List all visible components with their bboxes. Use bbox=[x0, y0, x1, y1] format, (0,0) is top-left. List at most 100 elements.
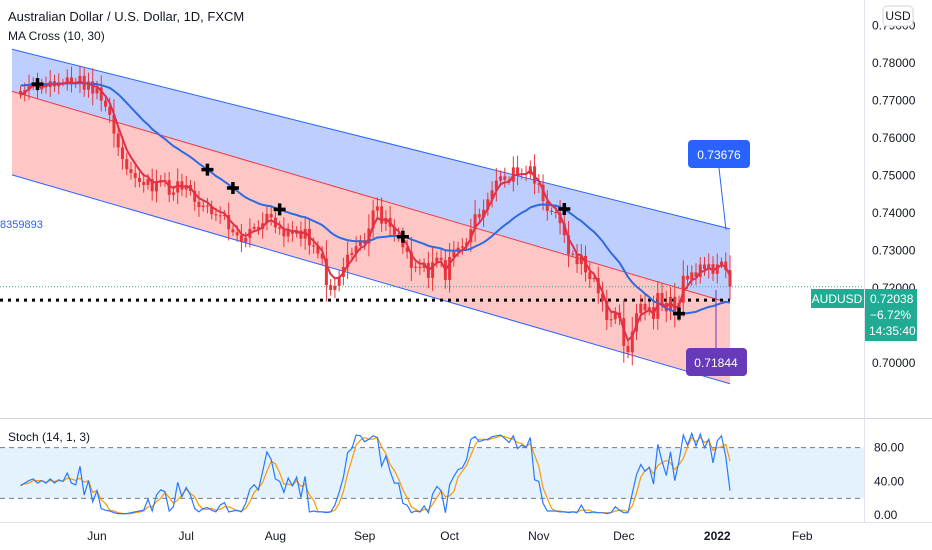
candle[interactable] bbox=[609, 311, 613, 327]
candle[interactable] bbox=[690, 265, 694, 286]
candle[interactable] bbox=[703, 256, 707, 276]
candle[interactable] bbox=[630, 316, 634, 366]
candle[interactable] bbox=[269, 205, 273, 226]
candle[interactable] bbox=[490, 181, 494, 208]
candle[interactable] bbox=[231, 225, 235, 236]
candle[interactable] bbox=[201, 200, 205, 212]
callout-upper[interactable]: 0.73676 bbox=[688, 140, 750, 168]
candle[interactable] bbox=[27, 74, 31, 100]
candle[interactable] bbox=[282, 217, 286, 247]
candle[interactable] bbox=[516, 155, 520, 186]
candle[interactable] bbox=[350, 247, 354, 260]
candle[interactable] bbox=[265, 206, 269, 231]
candle[interactable] bbox=[707, 253, 711, 279]
candle[interactable] bbox=[193, 181, 197, 211]
candle[interactable] bbox=[435, 251, 439, 268]
candle[interactable] bbox=[698, 257, 702, 284]
candle[interactable] bbox=[405, 239, 409, 259]
candle[interactable] bbox=[486, 192, 490, 216]
candle[interactable] bbox=[567, 221, 571, 268]
candle[interactable] bbox=[588, 262, 592, 289]
candle[interactable] bbox=[482, 199, 486, 227]
candle[interactable] bbox=[418, 258, 422, 275]
candle[interactable] bbox=[99, 75, 103, 112]
candle[interactable] bbox=[133, 162, 137, 188]
indicator-legend[interactable]: MA Cross (10, 30) bbox=[8, 29, 105, 43]
candle[interactable] bbox=[605, 289, 609, 331]
candle[interactable] bbox=[239, 223, 243, 253]
candle[interactable] bbox=[316, 241, 320, 259]
candle[interactable] bbox=[579, 243, 583, 275]
candle[interactable] bbox=[222, 210, 226, 221]
candle[interactable] bbox=[494, 168, 498, 202]
channel-lower-line[interactable] bbox=[11, 174, 731, 385]
currency-button[interactable]: USD bbox=[882, 5, 914, 27]
candle[interactable] bbox=[324, 240, 328, 302]
candle[interactable] bbox=[626, 339, 630, 359]
candle[interactable] bbox=[19, 86, 22, 99]
candle[interactable] bbox=[244, 231, 248, 248]
channel-upper-line[interactable] bbox=[11, 48, 731, 230]
candle[interactable] bbox=[380, 197, 384, 232]
candle[interactable] bbox=[371, 199, 375, 239]
candle[interactable] bbox=[409, 237, 413, 282]
stochastic-pane[interactable] bbox=[0, 431, 864, 515]
candle[interactable] bbox=[137, 171, 141, 188]
candle[interactable] bbox=[256, 220, 260, 235]
candle[interactable] bbox=[537, 174, 541, 194]
candle[interactable] bbox=[150, 168, 154, 201]
candle[interactable] bbox=[728, 255, 732, 300]
candle[interactable] bbox=[384, 210, 388, 231]
candle[interactable] bbox=[452, 240, 456, 267]
candle[interactable] bbox=[503, 167, 507, 188]
candle[interactable] bbox=[197, 191, 201, 217]
candle[interactable] bbox=[465, 238, 469, 251]
candle[interactable] bbox=[575, 243, 579, 273]
stoch-k-line[interactable] bbox=[20, 431, 731, 515]
candle[interactable] bbox=[613, 307, 617, 325]
candle[interactable] bbox=[477, 208, 481, 223]
candle[interactable] bbox=[210, 200, 214, 220]
candle[interactable] bbox=[65, 69, 69, 91]
candle[interactable] bbox=[601, 281, 605, 312]
candle[interactable] bbox=[154, 169, 158, 203]
candle[interactable] bbox=[120, 135, 124, 170]
candle[interactable] bbox=[286, 223, 290, 243]
candle[interactable] bbox=[227, 202, 231, 241]
candle[interactable] bbox=[431, 247, 435, 292]
candle[interactable] bbox=[86, 72, 90, 98]
candle[interactable] bbox=[673, 282, 677, 328]
ma-cross-marker[interactable] bbox=[31, 78, 44, 91]
candle[interactable] bbox=[218, 206, 222, 224]
stoch-legend[interactable]: Stoch (14, 1, 3) bbox=[8, 430, 90, 444]
candle[interactable] bbox=[550, 207, 554, 216]
candle[interactable] bbox=[103, 95, 107, 112]
main-plot[interactable] bbox=[0, 48, 864, 385]
candle[interactable] bbox=[180, 173, 184, 197]
candle[interactable] bbox=[375, 197, 379, 219]
candle[interactable] bbox=[635, 303, 639, 341]
candle[interactable] bbox=[571, 250, 575, 258]
candle[interactable] bbox=[142, 173, 146, 193]
candle[interactable] bbox=[473, 200, 477, 243]
candle[interactable] bbox=[329, 278, 333, 296]
ma-slow-line[interactable] bbox=[20, 81, 731, 315]
candle[interactable] bbox=[439, 249, 443, 268]
candle[interactable] bbox=[125, 152, 129, 176]
candle[interactable] bbox=[724, 252, 728, 279]
ma-cross-marker[interactable] bbox=[273, 203, 286, 216]
candle[interactable] bbox=[562, 214, 566, 244]
candle[interactable] bbox=[414, 261, 418, 273]
candle[interactable] bbox=[392, 219, 396, 242]
candle[interactable] bbox=[333, 276, 337, 299]
candle[interactable] bbox=[711, 256, 715, 281]
candle[interactable] bbox=[278, 220, 282, 235]
ma-cross-marker[interactable] bbox=[558, 203, 571, 215]
candle[interactable] bbox=[643, 292, 647, 321]
callout-lower[interactable]: 0.71844 bbox=[686, 348, 747, 376]
ma-cross-marker[interactable] bbox=[201, 163, 214, 176]
ticker-tag[interactable]: AUDUSD 0.72038 −6.72% 14:35:40 bbox=[811, 289, 917, 341]
candle[interactable] bbox=[460, 238, 464, 255]
candle[interactable] bbox=[337, 270, 341, 292]
